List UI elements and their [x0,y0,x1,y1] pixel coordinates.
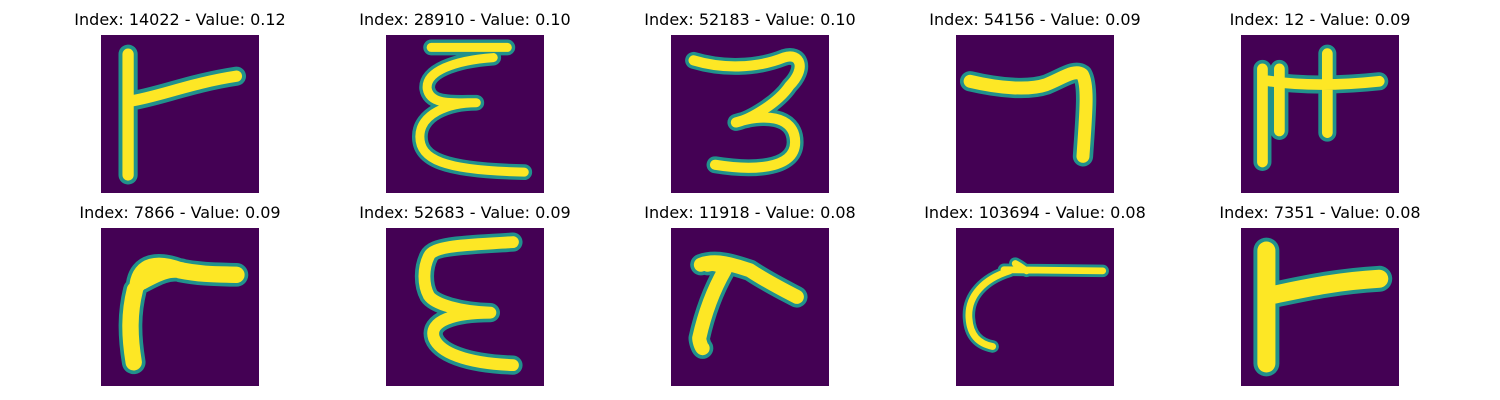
panel-8: Index: 11918 - Value: 0.08 [620,203,880,393]
digit-image [386,35,544,193]
panel-title: Index: 7866 - Value: 0.09 [79,203,281,222]
digit-image [956,228,1114,386]
panel-title: Index: 103694 - Value: 0.08 [924,203,1146,222]
panel-title: Index: 7351 - Value: 0.08 [1219,203,1421,222]
digit-image [101,228,259,386]
panel-title: Index: 52683 - Value: 0.09 [359,203,571,222]
panel-2: Index: 28910 - Value: 0.10 [335,10,595,200]
panel-title: Index: 12 - Value: 0.09 [1229,10,1411,29]
panel-5: Index: 12 - Value: 0.09 [1190,10,1450,200]
digit-image [671,35,829,193]
panel-title: Index: 52183 - Value: 0.10 [644,10,856,29]
panel-title: Index: 28910 - Value: 0.10 [359,10,571,29]
panel-9: Index: 103694 - Value: 0.08 [905,203,1165,393]
panel-3: Index: 52183 - Value: 0.10 [620,10,880,200]
panel-title: Index: 54156 - Value: 0.09 [929,10,1141,29]
digit-image [101,35,259,193]
panel-title: Index: 11918 - Value: 0.08 [644,203,856,222]
panel-10: Index: 7351 - Value: 0.08 [1190,203,1450,393]
digit-image [671,228,829,386]
panel-1: Index: 14022 - Value: 0.12 [50,10,310,200]
panel-title: Index: 14022 - Value: 0.12 [74,10,286,29]
digit-image [956,35,1114,193]
panel-6: Index: 7866 - Value: 0.09 [50,203,310,393]
digit-image [386,228,544,386]
panel-4: Index: 54156 - Value: 0.09 [905,10,1165,200]
digit-image [1241,228,1399,386]
digit-image [1241,35,1399,193]
panel-7: Index: 52683 - Value: 0.09 [335,203,595,393]
